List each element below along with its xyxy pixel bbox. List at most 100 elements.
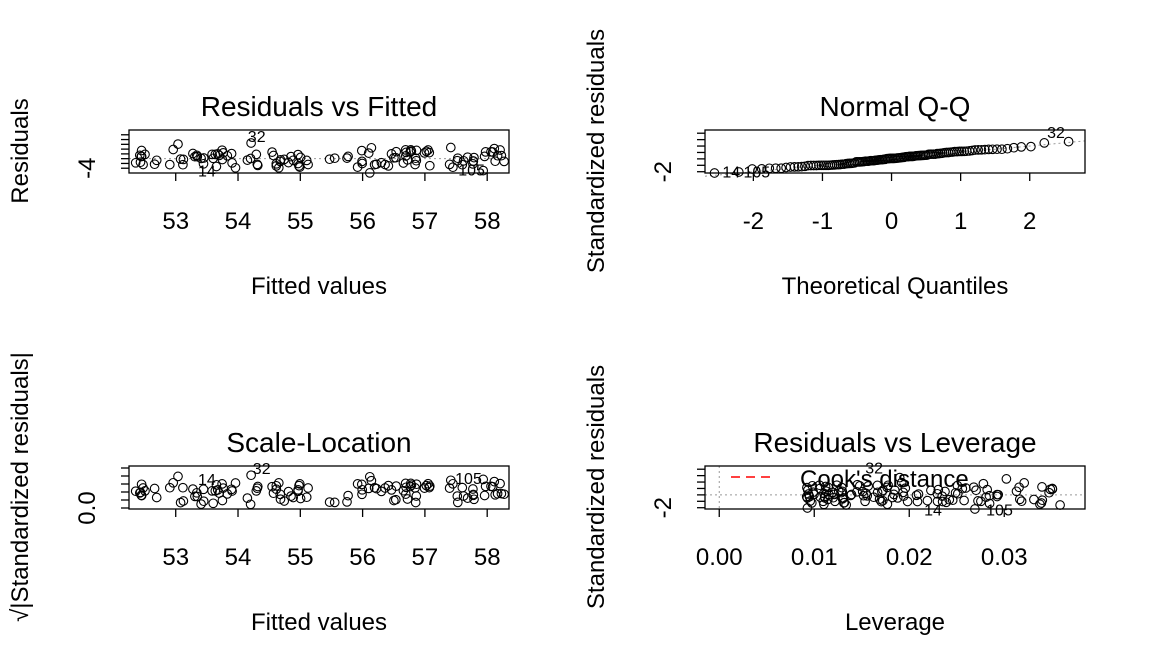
- data-point: [212, 149, 223, 159]
- x-ticks: 53 54 55 56 57 58: [162, 509, 501, 571]
- point-labels: 14 32 105: [198, 461, 482, 489]
- data-point: [926, 485, 936, 496]
- data-point: [971, 485, 981, 496]
- data-point: [178, 496, 189, 506]
- data-point: [198, 158, 209, 169]
- data-point: [838, 493, 849, 503]
- data-point: [151, 492, 162, 503]
- data-point: [479, 490, 490, 501]
- x-tick-label: 57: [412, 208, 439, 235]
- data-point: [275, 156, 286, 167]
- data-point: [796, 161, 807, 172]
- data-point: [836, 487, 847, 498]
- data-point: [246, 470, 256, 481]
- data-point: [421, 480, 432, 491]
- plot-frame: [704, 129, 1086, 174]
- x-tick-label: 55: [287, 544, 314, 571]
- data-point: [366, 142, 377, 153]
- x-tick-label: 54: [225, 208, 252, 235]
- data-point: [406, 146, 417, 156]
- data-point: [959, 495, 969, 506]
- data-point: [452, 497, 463, 508]
- data-point: [495, 478, 505, 489]
- data-point: [900, 483, 911, 494]
- data-point: [191, 487, 202, 498]
- data-point: [821, 486, 832, 497]
- data-point: [271, 480, 282, 491]
- data-point: [480, 481, 491, 492]
- data-point: [324, 154, 335, 165]
- plot-frame: [704, 465, 1086, 510]
- data-point: [356, 479, 367, 490]
- data-point: [462, 152, 473, 163]
- data-point: [168, 144, 179, 155]
- data-point: [366, 475, 377, 486]
- data-point: [230, 478, 241, 488]
- data-point: [242, 493, 253, 503]
- data-point: [982, 484, 993, 495]
- data-point: [487, 147, 498, 157]
- data-point: [1011, 486, 1022, 497]
- data-point: [872, 487, 883, 498]
- x-tick-label: 58: [474, 208, 501, 235]
- data-point: [402, 494, 413, 504]
- data-point: [135, 157, 146, 168]
- data-point: [207, 486, 217, 496]
- plot-frame: [128, 129, 510, 174]
- point-label: 32: [253, 461, 271, 478]
- data-point: [954, 146, 965, 157]
- data-point: [802, 503, 813, 513]
- data-point: [303, 483, 313, 493]
- point-labels: 32 14 105: [198, 129, 485, 181]
- y-axis-label: √|Standardized residuals|: [7, 352, 34, 622]
- panel-residuals-vs-leverage: Residuals vs Leverage Leverage Standardi…: [583, 365, 1086, 636]
- data-point: [410, 159, 420, 170]
- point-labels: 32 14 105: [865, 460, 1013, 519]
- data-point: [405, 481, 416, 492]
- data-point: [1001, 474, 1012, 484]
- point-label: 32: [248, 129, 266, 146]
- data-point: [342, 153, 352, 163]
- data-point: [876, 496, 887, 507]
- data-point: [405, 147, 416, 157]
- data-point: [452, 153, 463, 164]
- x-tick-label: 56: [349, 544, 376, 571]
- data-point: [496, 150, 507, 161]
- x-tick-label: 2: [1023, 208, 1036, 235]
- data-point: [175, 497, 186, 508]
- data-point: [807, 480, 818, 491]
- x-ticks: -2 -1 0 1 2: [743, 173, 1036, 235]
- data-point: [175, 154, 186, 164]
- data-point: [872, 480, 883, 491]
- x-tick-label: 55: [287, 208, 314, 235]
- x-tick-label: 53: [162, 544, 189, 571]
- data-point: [411, 491, 422, 501]
- x-tick-label: 58: [474, 544, 501, 571]
- data-point: [301, 492, 312, 503]
- data-points: [130, 138, 509, 178]
- data-point: [1037, 482, 1047, 492]
- data-point: [970, 145, 980, 155]
- data-point: [922, 495, 933, 506]
- x-tick-label: 0.00: [696, 544, 743, 571]
- data-point: [445, 475, 456, 486]
- y-tick-label: 0.0: [74, 491, 101, 524]
- data-point: [937, 496, 948, 507]
- y-tick-label: -2: [650, 161, 677, 182]
- point-label: 105: [458, 163, 485, 180]
- data-point: [478, 474, 489, 485]
- y-tick-label: -4: [74, 158, 101, 179]
- data-point: [1016, 142, 1027, 152]
- data-point: [492, 150, 503, 161]
- data-point: [479, 151, 490, 162]
- x-tick-label: 54: [225, 544, 252, 571]
- data-point: [191, 150, 202, 161]
- data-point: [733, 167, 744, 177]
- data-point: [913, 489, 924, 499]
- data-point: [178, 159, 188, 170]
- data-point: [911, 490, 922, 501]
- x-tick-label: -1: [812, 208, 833, 235]
- data-point: [860, 496, 870, 507]
- data-point: [496, 488, 507, 499]
